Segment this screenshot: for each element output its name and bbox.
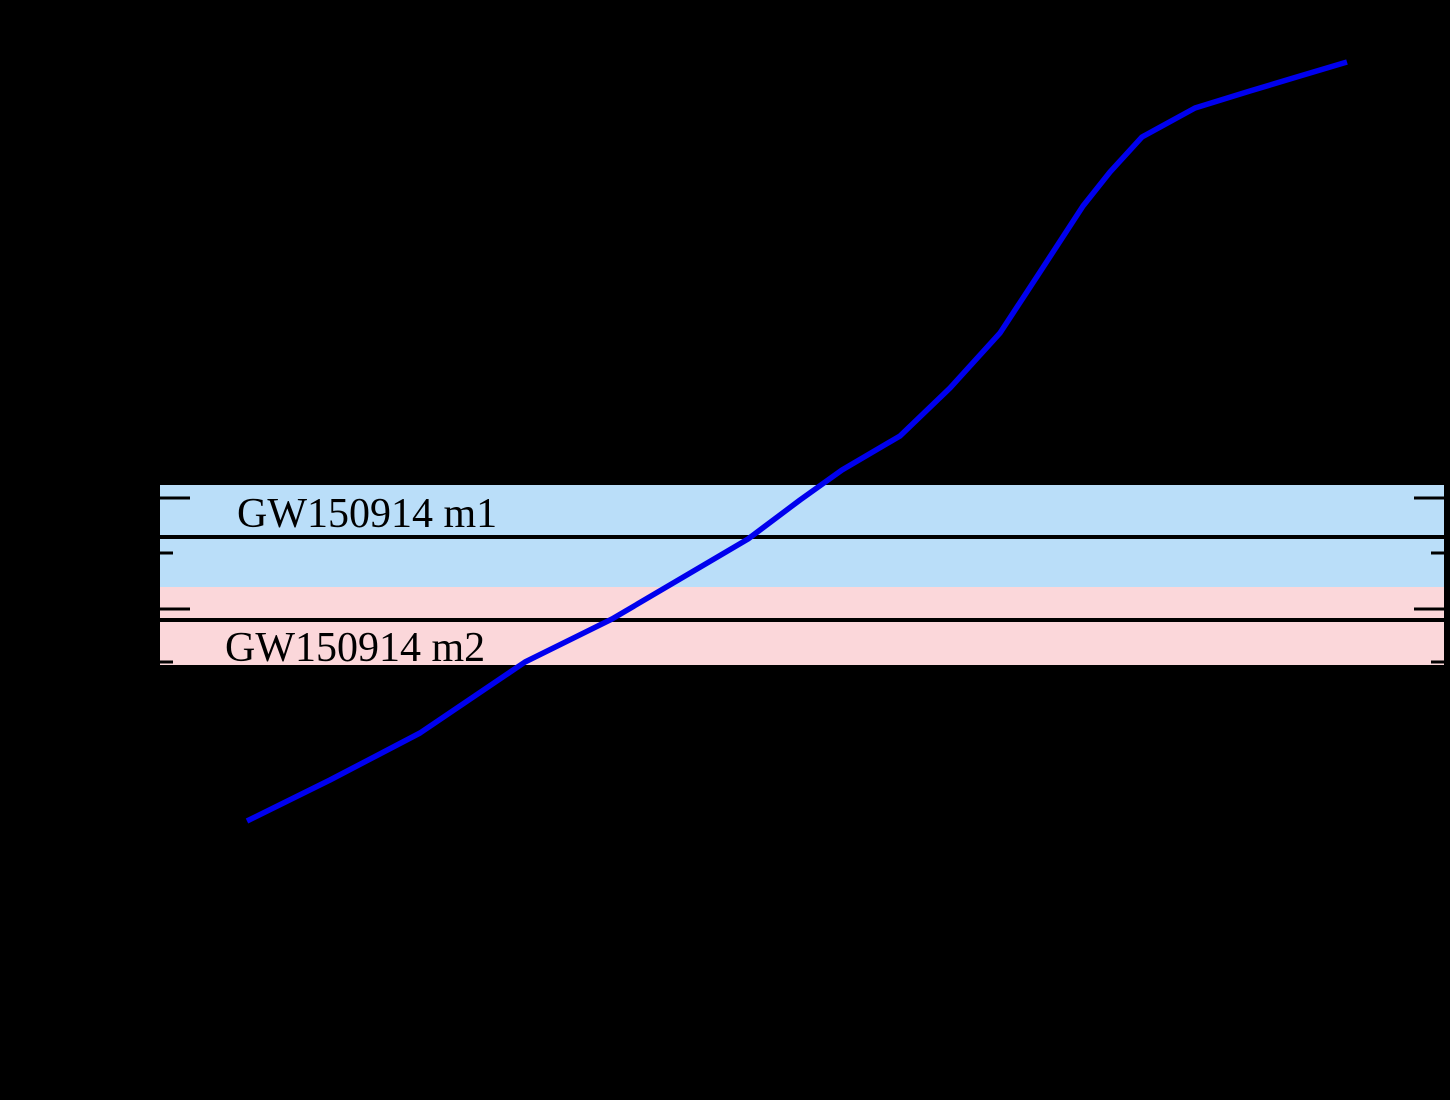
mass-curve-line: [245, 59, 1348, 824]
curve-layer: [245, 59, 1348, 824]
uncertainty-band-m2: [160, 587, 1444, 665]
y-axis-tick: [1414, 496, 1444, 500]
axis-tick-layer: [160, 496, 1444, 664]
y-axis-tick: [1431, 551, 1444, 555]
y-axis-tick: [160, 496, 190, 500]
y-axis-tick: [160, 551, 173, 555]
y-axis-tick: [1431, 660, 1444, 664]
band-label-m2: GW150914 m2: [225, 625, 485, 671]
band-label-m1: GW150914 m1: [237, 491, 497, 537]
y-axis-tick: [1414, 607, 1444, 611]
y-axis-tick: [160, 607, 190, 611]
y-axis-tick: [160, 660, 173, 664]
center-line-layer: [160, 535, 1444, 622]
